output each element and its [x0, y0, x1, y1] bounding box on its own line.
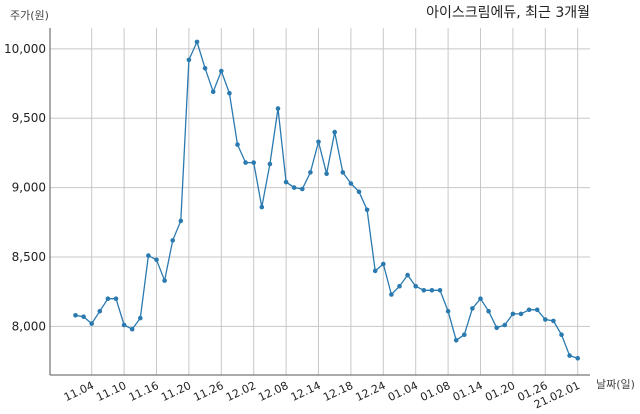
- data-point: [170, 238, 175, 243]
- x-axis-ticks: 11.0411.1011.1611.2011.2612.0212.0812.14…: [62, 379, 582, 411]
- x-tick-label: 01.20: [483, 379, 517, 404]
- data-point: [429, 288, 435, 293]
- x-tick-label: 01.14: [451, 379, 485, 404]
- data-point: [73, 313, 78, 318]
- x-tick-label: 01.08: [418, 379, 452, 404]
- data-point: [121, 322, 127, 328]
- data-point: [283, 179, 289, 185]
- grid: [50, 28, 590, 375]
- data-point: [551, 318, 556, 324]
- data-point: [202, 66, 208, 71]
- x-tick-label: 11.10: [94, 379, 128, 404]
- data-point: [219, 68, 224, 74]
- y-tick-label: 9,500: [12, 111, 46, 125]
- x-tick-label: 11.04: [62, 379, 96, 404]
- data-point: [502, 322, 508, 328]
- data-point: [81, 314, 86, 320]
- data-point: [113, 296, 119, 302]
- data-point: [300, 186, 305, 192]
- data-point: [372, 268, 378, 274]
- data-point: [470, 306, 475, 311]
- data-point: [575, 356, 580, 361]
- x-tick-label: 12.02: [224, 379, 258, 404]
- data-point: [243, 160, 248, 165]
- data-point: [97, 308, 103, 314]
- series: [73, 39, 580, 361]
- data-point: [267, 161, 273, 167]
- data-point: [138, 315, 143, 321]
- data-point: [356, 189, 362, 195]
- data-point: [105, 296, 111, 302]
- data-point: [275, 106, 281, 111]
- x-tick-label: 12.08: [256, 379, 290, 404]
- y-axis-label: 주가(원): [10, 9, 49, 22]
- data-point: [348, 181, 354, 186]
- data-point: [462, 332, 467, 338]
- data-point: [543, 317, 548, 322]
- data-point: [518, 311, 524, 317]
- x-tick-label: 12.14: [289, 379, 323, 404]
- x-axis-label: 날짜(일): [596, 377, 635, 391]
- data-point: [534, 307, 540, 313]
- series-line: [75, 40, 578, 359]
- data-point: [259, 204, 265, 210]
- data-point: [453, 338, 459, 343]
- data-point: [291, 185, 297, 190]
- chart-title: 아이스크림에듀, 최근 3개월: [426, 5, 590, 21]
- y-tick-label: 10,000: [4, 42, 46, 56]
- data-point: [251, 160, 256, 165]
- data-point: [413, 283, 419, 289]
- data-point: [186, 57, 192, 63]
- data-point: [332, 129, 338, 135]
- data-point: [510, 311, 516, 317]
- data-point: [194, 39, 200, 45]
- y-axis-ticks: 8,000 8,500 9,000 9,500 10,000: [4, 42, 46, 334]
- data-point: [340, 170, 346, 175]
- data-point: [227, 90, 232, 96]
- data-point: [526, 307, 532, 313]
- x-tick-label: 11.26: [192, 379, 226, 404]
- data-point: [559, 332, 564, 338]
- x-tick-label: 12.24: [354, 379, 388, 404]
- data-point: [178, 218, 184, 224]
- data-point: [364, 207, 370, 213]
- data-point: [146, 253, 151, 258]
- data-point: [316, 139, 321, 145]
- data-point: [235, 142, 240, 147]
- data-point: [445, 308, 451, 314]
- data-point: [210, 89, 216, 95]
- y-tick-label: 9,000: [12, 181, 46, 195]
- data-point: [421, 288, 427, 293]
- data-point: [162, 278, 167, 283]
- data-point: [324, 171, 329, 176]
- x-tick-label: 11.16: [127, 379, 161, 404]
- data-point: [154, 257, 159, 263]
- data-point: [381, 261, 386, 267]
- data-point: [129, 326, 135, 332]
- data-point: [397, 283, 402, 289]
- data-point: [478, 296, 483, 302]
- x-tick-label: 01.04: [386, 379, 420, 404]
- x-tick-label: 12.18: [321, 379, 355, 404]
- data-point: [389, 292, 394, 297]
- data-point: [308, 170, 313, 175]
- data-point: [405, 272, 410, 278]
- data-point: [494, 325, 500, 331]
- y-tick-label: 8,500: [12, 250, 46, 264]
- data-point: [437, 288, 443, 293]
- data-point: [567, 353, 572, 358]
- x-tick-label: 11.20: [159, 379, 193, 404]
- y-tick-label: 8,000: [12, 319, 46, 333]
- data-point: [89, 321, 94, 326]
- data-point: [486, 308, 491, 314]
